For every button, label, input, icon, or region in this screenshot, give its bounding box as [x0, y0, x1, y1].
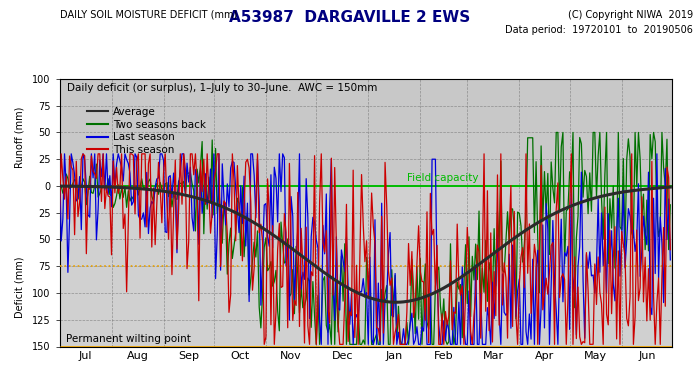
- Legend: Average, Two seasons back, Last season, This season: Average, Two seasons back, Last season, …: [83, 103, 211, 159]
- Bar: [60, 68, 672, 186]
- Text: Permanent wilting point: Permanent wilting point: [66, 334, 190, 344]
- Text: A53987  DARGAVILLE 2 EWS: A53987 DARGAVILLE 2 EWS: [230, 10, 470, 25]
- Text: Field capacity: Field capacity: [407, 173, 478, 183]
- Text: Deficit (mm): Deficit (mm): [15, 257, 24, 318]
- Text: Data period:  19720101  to  20190506: Data period: 19720101 to 20190506: [505, 25, 693, 35]
- Text: (C) Copyright NIWA  2019: (C) Copyright NIWA 2019: [568, 10, 693, 20]
- Text: Runoff (mm): Runoff (mm): [15, 107, 24, 169]
- Text: DAILY SOIL MOISTURE DEFICIT (mm): DAILY SOIL MOISTURE DEFICIT (mm): [60, 10, 237, 20]
- Text: Daily deficit (or surplus), 1–July to 30–June.  AWC = 150mm: Daily deficit (or surplus), 1–July to 30…: [67, 83, 377, 93]
